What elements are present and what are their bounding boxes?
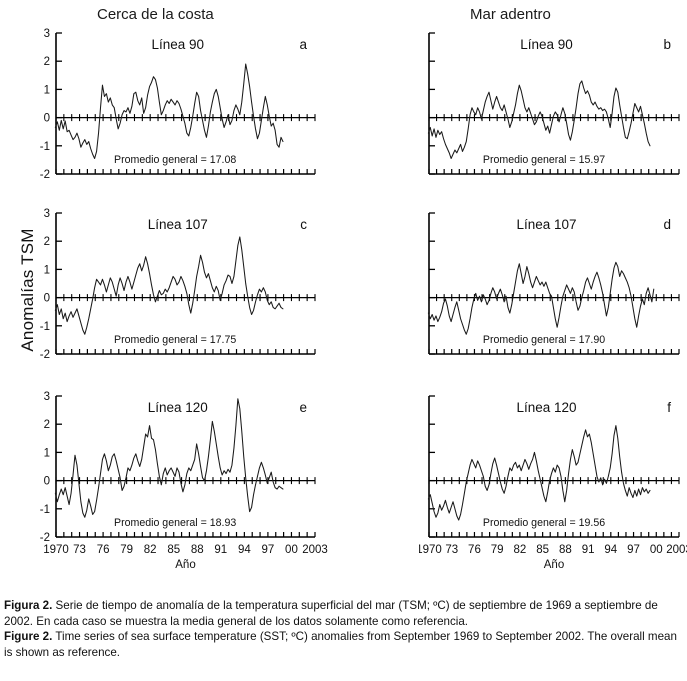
- panel-d: Línea 107 d Promedio general = 17.90: [419, 205, 687, 388]
- panel-title: Línea 90: [151, 37, 204, 52]
- panel-c: 3 2 1 0 -1 -2 Línea 107 c Promedio general = 17.…: [18, 205, 333, 388]
- panel-b: Línea 90 b Promedio general = 15.97: [419, 25, 687, 208]
- caption-english-text: Time series of sea surface temperature (…: [4, 630, 677, 659]
- x-tick-label: 85: [167, 544, 180, 556]
- x-tick-label: 73: [445, 544, 458, 556]
- y-tick-label: 3: [44, 391, 50, 403]
- figure-caption: Figura 2. Serie de tiempo de anomalía de…: [4, 598, 683, 660]
- x-tick-label: 1970: [43, 544, 69, 556]
- y-tick-label: -1: [40, 321, 50, 333]
- y-tick-label: -1: [40, 141, 50, 153]
- x-tick-label: 76: [97, 544, 110, 556]
- x-tick-label: 82: [514, 544, 527, 556]
- y-tick-label: 2: [44, 419, 50, 431]
- y-tick-label: 2: [44, 236, 50, 248]
- panel-letter: c: [300, 217, 307, 232]
- series-line-b: [427, 80, 651, 160]
- panel-mean-label: Promedio general = 17.08: [114, 154, 236, 166]
- x-axis-label: Año: [544, 559, 564, 571]
- x-tick-label: 97: [627, 544, 640, 556]
- y-tick-label: 0: [44, 476, 50, 488]
- x-tick-label: 94: [238, 544, 251, 556]
- y-tick-label: -1: [40, 504, 50, 516]
- panel-title: Línea 107: [148, 217, 208, 232]
- panel-letter: a: [299, 37, 307, 52]
- x-tick-label: 76: [468, 544, 481, 556]
- panel-title: Línea 90: [520, 37, 573, 52]
- caption-spanish-label: Figura 2.: [4, 599, 53, 612]
- x-tick-label: 97: [262, 544, 275, 556]
- x-tick-label: 73: [73, 544, 86, 556]
- panel-letter: f: [667, 400, 671, 415]
- x-tick-label: 79: [491, 544, 504, 556]
- x-tick-label: 79: [120, 544, 133, 556]
- series-line-c: [54, 236, 284, 335]
- panel-mean-label: Promedio general = 17.90: [483, 334, 605, 346]
- series-line-d: [427, 261, 655, 335]
- caption-spanish: Figura 2. Serie de tiempo de anomalía de…: [4, 598, 683, 629]
- panel-mean-label: Promedio general = 17.75: [114, 334, 236, 346]
- caption-english: Figure 2. Time series of sea surface tem…: [4, 629, 683, 660]
- x-axis-label: Año: [175, 559, 195, 571]
- panel-mean-label: Promedio general = 18.93: [114, 517, 236, 529]
- x-tick-label: 88: [191, 544, 204, 556]
- panel-mean-label: Promedio general = 19.56: [483, 517, 605, 529]
- y-tick-label: -2: [40, 169, 50, 181]
- panel-letter: b: [663, 37, 671, 52]
- panel-a: 3 2 1 0 -1 -2 Línea 90 a Promedio general = 17.0…: [18, 25, 333, 208]
- panel-e: 3 2 1 0 -1 -2 1970 73 76 79 82 85 88 91 94 97 00 2003 Año L…: [18, 388, 333, 571]
- caption-english-label: Figure 2.: [4, 630, 53, 644]
- x-tick-label: 91: [582, 544, 595, 556]
- panel-title: Línea 120: [516, 400, 576, 415]
- x-tick-label: 2003: [666, 544, 687, 556]
- panel-mean-label: Promedio general = 15.97: [483, 154, 605, 166]
- column-header-left: Cerca de la costa: [97, 6, 214, 23]
- y-tick-label: 0: [44, 113, 50, 125]
- series-line-e: [54, 398, 284, 518]
- x-tick-label: 88: [559, 544, 572, 556]
- series-line-f: [427, 425, 651, 521]
- series-line-a: [54, 63, 284, 160]
- column-header-right: Mar adentro: [470, 6, 551, 23]
- y-tick-label: 1: [44, 447, 50, 459]
- caption-spanish-text: Serie de tiempo de anomalía de la temper…: [4, 599, 658, 628]
- y-tick-label: 3: [44, 28, 50, 40]
- y-tick-label: 3: [44, 208, 50, 220]
- y-tick-label: -2: [40, 532, 50, 544]
- panel-title: Línea 120: [148, 400, 208, 415]
- x-tick-label: 00: [650, 544, 663, 556]
- x-tick-label: 00: [285, 544, 298, 556]
- x-tick-label: 1970: [419, 544, 442, 556]
- x-tick-label: 91: [214, 544, 227, 556]
- x-tick-label: 2003: [302, 544, 328, 556]
- x-tick-label: 94: [604, 544, 617, 556]
- y-tick-label: 0: [44, 293, 50, 305]
- panel-letter: e: [299, 400, 307, 415]
- y-tick-label: 1: [44, 84, 50, 96]
- y-tick-label: -2: [40, 349, 50, 361]
- x-tick-label: 82: [144, 544, 157, 556]
- panel-letter: d: [663, 217, 671, 232]
- panel-title: Línea 107: [516, 217, 576, 232]
- y-tick-label: 1: [44, 264, 50, 276]
- x-tick-label: 85: [536, 544, 549, 556]
- y-tick-label: 2: [44, 56, 50, 68]
